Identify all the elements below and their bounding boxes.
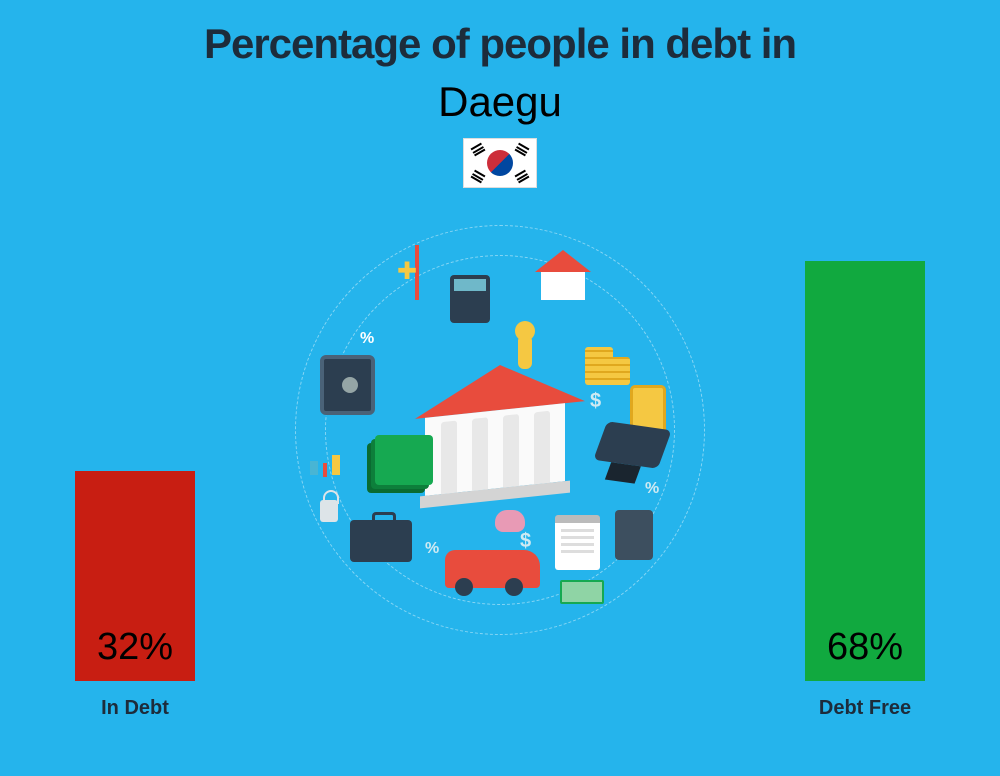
padlock-icon [320,500,338,522]
bar-rect [805,261,925,681]
flag-trigram-icon [515,143,530,157]
clipboard-icon [555,515,600,570]
bar-debt-free: 68% Debt Free [805,261,925,681]
caduceus-icon [405,245,429,300]
bar-label: Debt Free [805,697,925,720]
safe-icon [320,355,375,415]
flag-trigram-icon [515,170,530,184]
car-icon [445,550,540,588]
flag-trigram-icon [471,143,486,157]
percent-icon: % [425,540,439,558]
bar-chart-icon [310,445,345,475]
calculator-icon [615,510,653,560]
infographic-canvas: Percentage of people in debt in Daegu % … [0,0,1000,776]
flag-south-korea [463,138,537,188]
banknote-icon [560,580,604,604]
page-title: Percentage of people in debt in [0,20,1000,68]
cash-stack-icon [375,435,433,485]
bar-value: 68% [805,626,925,669]
house-icon [535,250,590,300]
bar-label: In Debt [75,697,195,720]
bar-in-debt: 32% In Debt [75,471,195,681]
piggy-bank-icon [495,510,525,532]
briefcase-icon [350,520,412,562]
percent-icon: % [645,480,659,498]
coins-icon [585,330,630,385]
city-subtitle: Daegu [0,78,1000,126]
percent-icon: % [360,330,374,348]
calculator-icon [450,275,490,323]
dollar-icon: $ [590,390,601,413]
bar-value: 32% [75,626,195,669]
flag-taegeuk-icon [487,150,513,176]
finance-illustration: % $ % $ % [290,220,710,640]
flag-trigram-icon [471,170,486,184]
bank-icon [425,357,575,503]
